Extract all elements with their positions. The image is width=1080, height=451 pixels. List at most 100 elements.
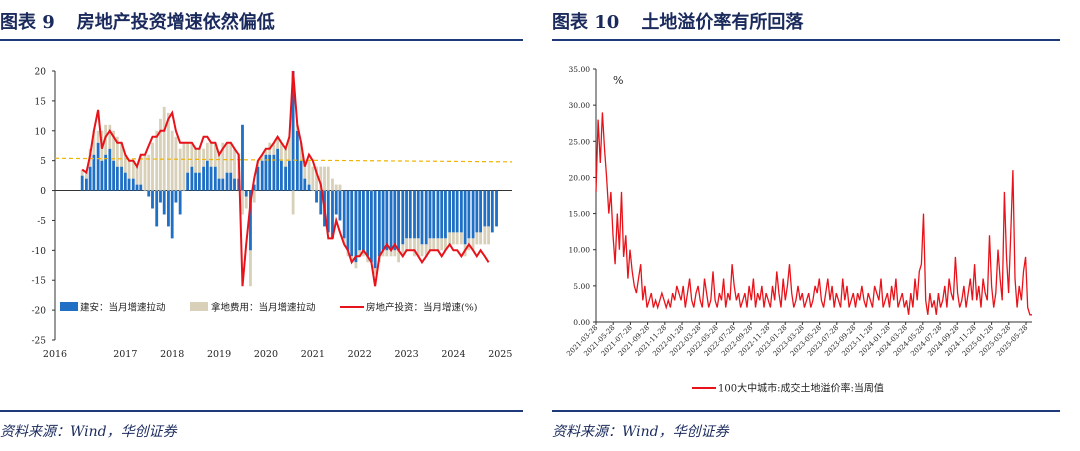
bar-construction <box>342 190 346 239</box>
bar-construction <box>213 166 217 191</box>
bar-land <box>112 130 115 161</box>
legend-swatch-land <box>190 302 208 311</box>
bar-land <box>123 154 127 173</box>
bar-construction <box>123 172 127 191</box>
bar-construction <box>174 190 178 203</box>
bar-construction <box>209 166 213 191</box>
bar-land <box>338 184 342 191</box>
y-tick-label: 20.00 <box>569 173 591 182</box>
bar-land <box>291 190 295 215</box>
legend-label: 拿地费用：当月增速拉动 <box>211 302 316 314</box>
bar-land <box>120 142 123 167</box>
bar-construction <box>291 71 295 191</box>
bar-construction <box>182 190 186 192</box>
bar-land <box>96 130 100 143</box>
x-tick-label: 2024 <box>441 349 465 360</box>
bar-construction <box>467 190 471 239</box>
bar-land <box>354 262 358 269</box>
bar-construction <box>377 190 381 257</box>
bar-land <box>221 142 225 179</box>
chart-panel-land-premium: 图表 10 土地溢价率有所回落 35.00 30.00 25.00 20.00 15.00… <box>552 0 1060 451</box>
bar-land <box>147 154 151 191</box>
unit-label: % <box>613 74 623 87</box>
bar-construction <box>108 148 112 191</box>
y-tick-label: 15.00 <box>569 210 591 219</box>
bar-construction <box>295 130 299 191</box>
bar-land <box>279 142 283 161</box>
bar-land <box>393 250 397 257</box>
bar-construction <box>369 190 373 263</box>
bar-land <box>252 190 256 203</box>
x-tick-label: 2025 <box>488 349 512 360</box>
bar-construction <box>483 190 487 227</box>
y-tick-label: 15 <box>35 97 47 107</box>
bar-construction <box>229 172 233 191</box>
bar-construction <box>120 166 123 191</box>
bar-construction <box>338 190 342 221</box>
bar-land <box>413 238 416 257</box>
bar-land <box>217 154 221 179</box>
y-tick-label: 35.00 <box>569 65 591 74</box>
figure-number: 图表 9 <box>0 12 55 33</box>
bar-land <box>264 148 268 155</box>
bar-land <box>225 142 229 173</box>
bar-construction <box>202 166 205 191</box>
y-tick-label: -15 <box>32 277 47 287</box>
bar-land <box>408 238 412 251</box>
bar-land <box>311 166 315 191</box>
bar-land <box>397 250 400 263</box>
bar-land <box>373 268 377 275</box>
bar-land <box>167 112 170 191</box>
bar-construction <box>381 190 385 251</box>
bar-construction <box>112 160 115 191</box>
bar-construction <box>131 178 135 191</box>
bar-construction <box>100 160 104 191</box>
source-note: 资料来源：Wind，华创证券 <box>0 424 177 440</box>
bar-construction <box>436 190 440 239</box>
legend-label: 100大中城市:成交土地溢价率:当周值 <box>718 382 884 395</box>
x-tick-label: 2016 <box>43 349 67 360</box>
bar-land <box>381 250 385 257</box>
bar-construction <box>416 190 420 239</box>
y-tick-label: 0 <box>40 187 46 197</box>
bar-land <box>186 142 190 173</box>
source-rule <box>0 410 523 412</box>
bar-construction <box>397 190 400 251</box>
bar-land <box>244 196 248 209</box>
y-tick-label: 0.00 <box>573 318 590 327</box>
bar-construction <box>331 190 334 239</box>
bar-land <box>483 226 487 245</box>
bar-construction <box>205 160 209 191</box>
bar-land <box>362 250 365 257</box>
bar-construction <box>115 166 119 191</box>
bar-construction <box>366 190 370 257</box>
bar-land <box>143 154 147 191</box>
x-tick-label: 2019 <box>207 349 231 360</box>
bar-land <box>455 232 459 245</box>
bar-construction <box>256 166 260 191</box>
bar-construction <box>84 178 88 191</box>
bar-construction <box>162 190 166 215</box>
bar-construction <box>311 190 315 192</box>
bar-land <box>424 244 428 257</box>
bar-construction <box>452 190 455 233</box>
bar-construction <box>303 178 307 191</box>
bar-land <box>284 148 288 167</box>
bar-land <box>307 160 311 185</box>
bar-construction <box>354 190 358 263</box>
chart-title: 图表 9 房地产投资增速依然偏低 <box>0 8 275 34</box>
bar-land <box>194 148 198 173</box>
bar-construction <box>413 190 416 239</box>
bar-construction <box>279 160 283 191</box>
bar-land <box>420 244 424 257</box>
bar-land <box>162 106 166 191</box>
bar-construction <box>167 190 170 227</box>
bar-land <box>272 142 276 155</box>
bar-construction <box>405 190 408 239</box>
bar-land <box>459 232 463 245</box>
bar-construction <box>276 148 280 191</box>
bar-land <box>135 166 139 185</box>
y-tick-label: 30.00 <box>569 101 591 110</box>
chart-title: 图表 10 土地溢价率有所回落 <box>552 8 803 34</box>
bar-construction <box>260 160 264 191</box>
